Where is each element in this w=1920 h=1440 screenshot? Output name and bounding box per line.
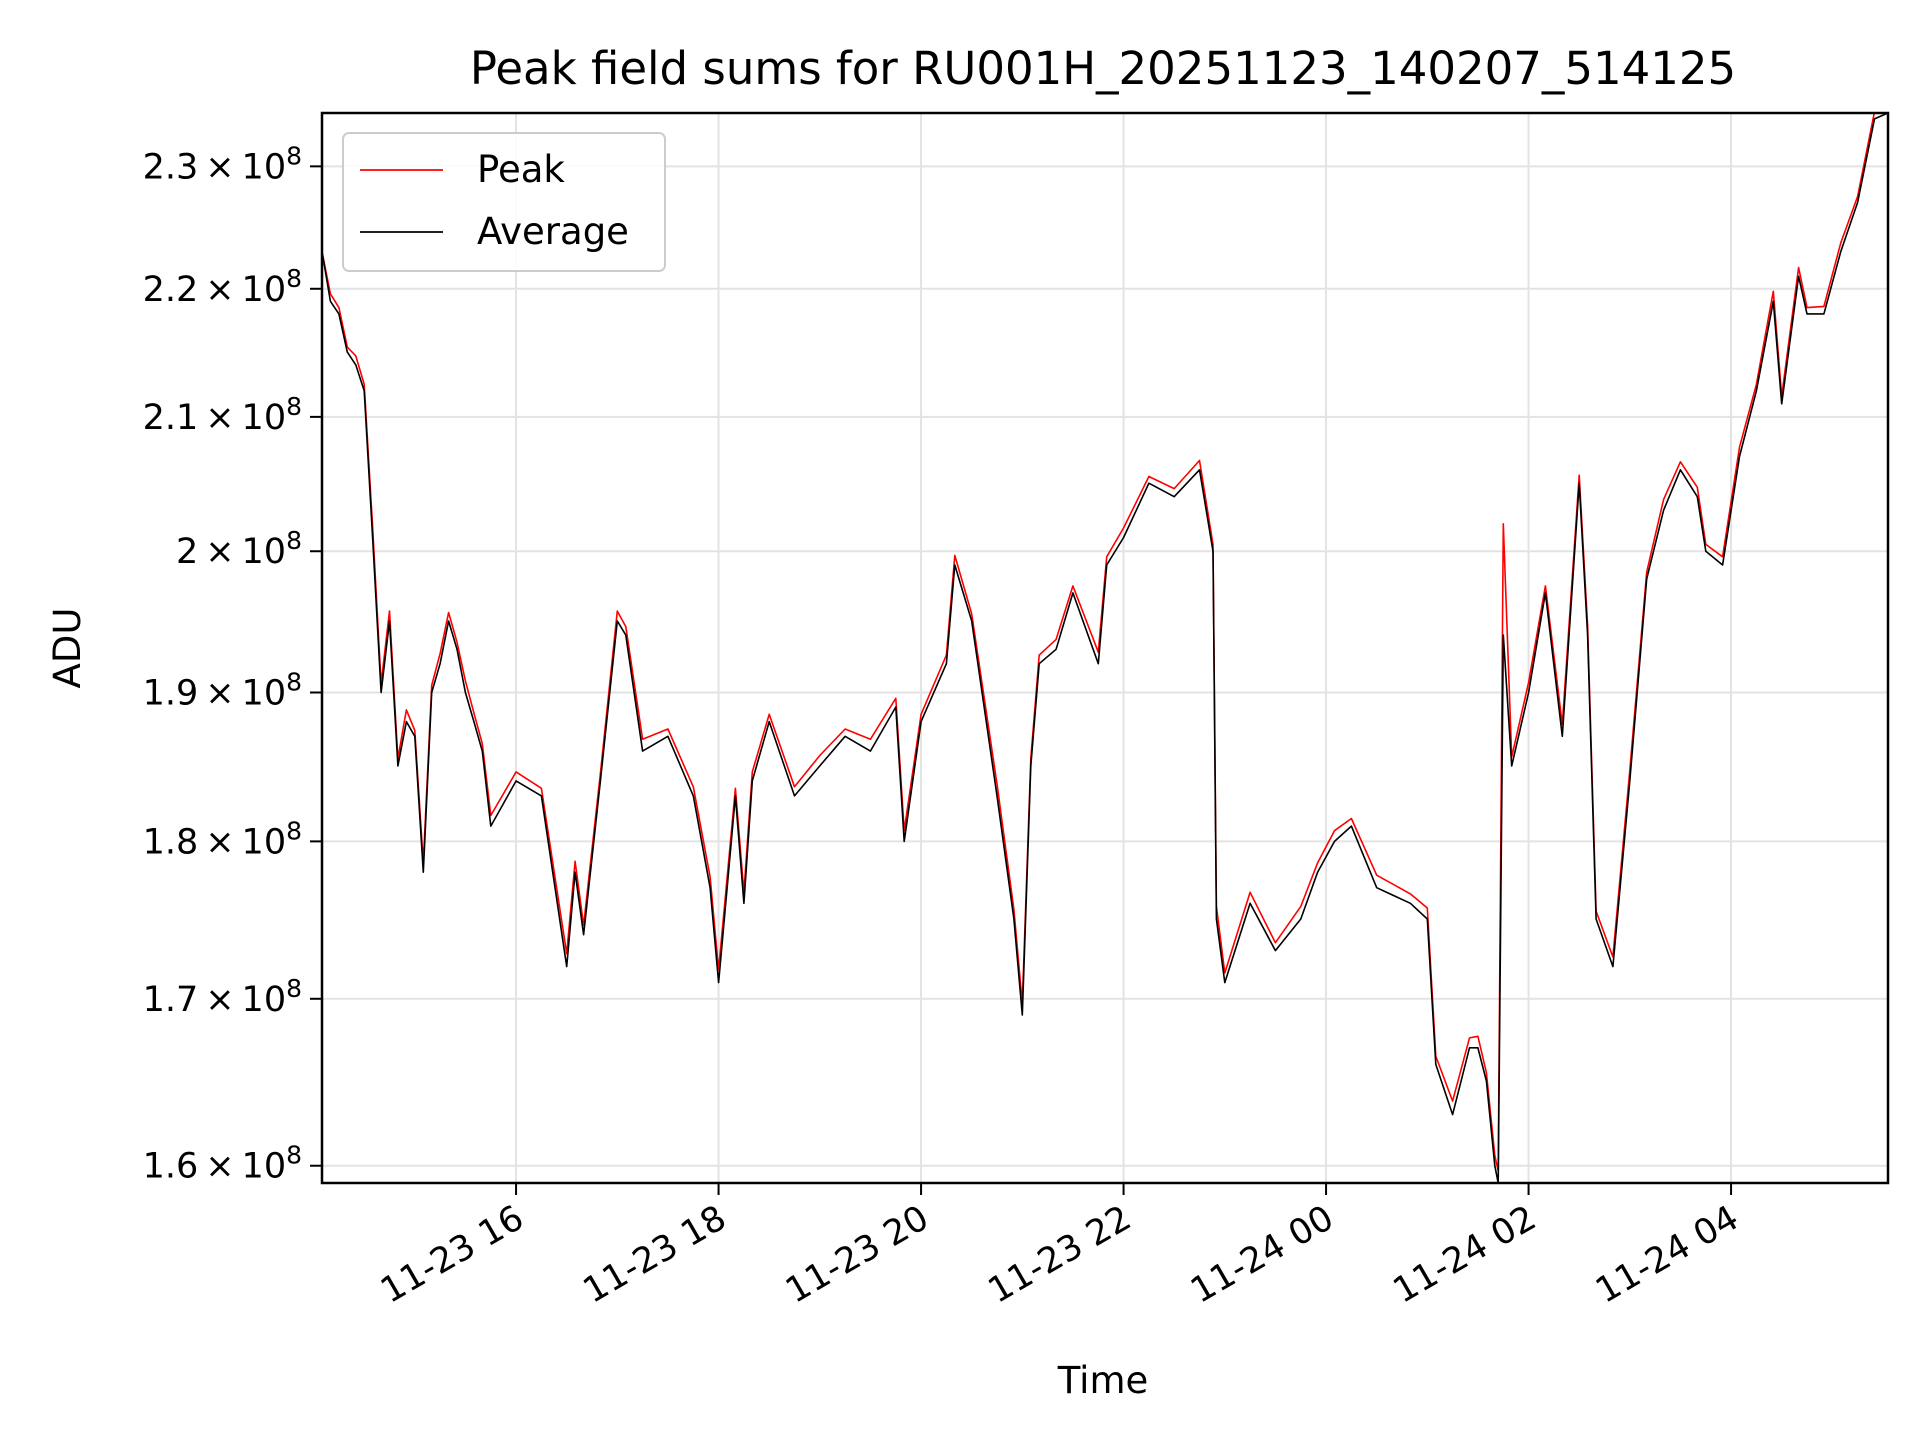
x-tick-label: 11-24 02 (1387, 1198, 1543, 1311)
y-tick-label: 2.2 × 108 (143, 264, 302, 310)
y-tick-mantissa: 2.2 × 10 (143, 270, 287, 310)
y-tick-mantissa: 1.8 × 10 (143, 822, 287, 862)
y-tick-exponent: 8 (286, 392, 302, 421)
series-line-peak (322, 113, 1888, 1172)
y-axis-label: ADU (46, 608, 89, 689)
x-tick-label: 11-23 18 (577, 1198, 733, 1311)
legend-label-peak: Peak (477, 148, 565, 191)
x-tick-label: 11-23 22 (982, 1198, 1138, 1311)
y-tick-mantissa: 1.6 × 10 (143, 1147, 287, 1187)
y-tick-mantissa: 2 × 10 (176, 532, 286, 572)
y-tick-label: 1.9 × 108 (143, 667, 302, 713)
y-tick-label: 2.3 × 108 (143, 141, 302, 187)
y-tick-label: 1.6 × 108 (143, 1141, 302, 1187)
chart-title: Peak field sums for RU001H_20251123_1402… (470, 42, 1736, 95)
legend-box (342, 132, 666, 272)
x-tick-label: 11-24 00 (1184, 1198, 1340, 1311)
y-tick-label: 2.1 × 108 (143, 392, 302, 438)
y-tick-mantissa: 1.7 × 10 (143, 980, 287, 1020)
x-tick-label: 11-24 04 (1589, 1198, 1745, 1311)
y-tick-mantissa: 2.3 × 10 (143, 147, 287, 187)
x-tick-label: 11-23 16 (374, 1198, 530, 1311)
grid (322, 113, 1888, 1183)
y-tick-mantissa: 1.9 × 10 (143, 673, 287, 713)
y-tick-exponent: 8 (286, 1141, 302, 1170)
y-tick-exponent: 8 (286, 667, 302, 696)
x-axis: 11-23 16 11-23 18 11-23 20 11-23 22 11-24 00… (374, 1183, 1746, 1311)
x-axis-label: Time (1057, 1359, 1149, 1402)
y-tick-exponent: 8 (286, 526, 302, 555)
y-tick-exponent: 8 (286, 141, 302, 170)
y-tick-mantissa: 2.1 × 10 (143, 398, 287, 438)
x-tick-label: 11-23 20 (779, 1198, 935, 1311)
legend: Peak Average (342, 132, 666, 272)
series-line-average (322, 113, 1888, 1183)
y-tick-label: 1.8 × 108 (143, 816, 302, 862)
y-tick-label: 1.7 × 108 (143, 974, 302, 1020)
y-tick-exponent: 8 (286, 816, 302, 845)
legend-label-average: Average (477, 210, 629, 253)
plot-frame (320, 111, 1890, 1185)
y-tick-exponent: 8 (286, 974, 302, 1003)
y-tick-label: 2 × 108 (176, 526, 302, 572)
y-tick-exponent: 8 (286, 264, 302, 293)
